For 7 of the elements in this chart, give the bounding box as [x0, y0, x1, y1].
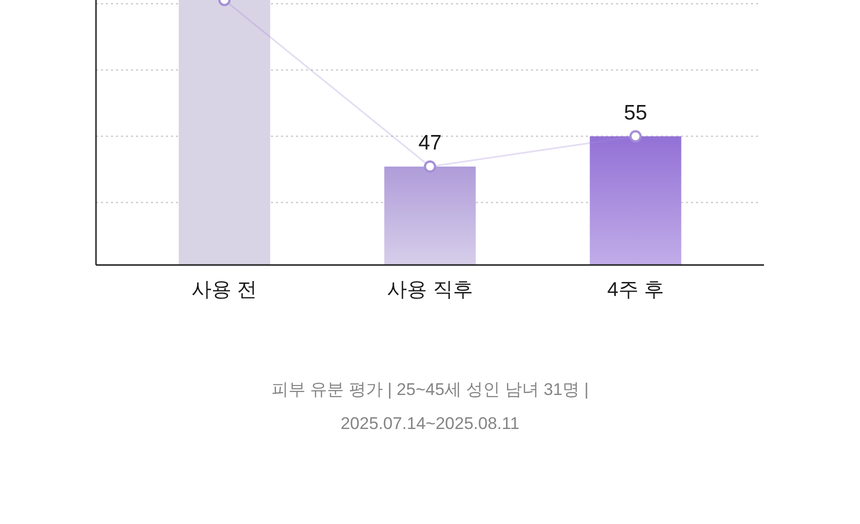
text: 2025.07.14~2025.08.11 — [340, 414, 520, 433]
text: 피부 유분 평가 | 25~45세 성인 남녀 31명 | — [271, 380, 589, 399]
data-label: 55 — [624, 101, 648, 124]
x-tick-label: 사용 전 — [192, 279, 258, 302]
x-tick-label: 사용 직후 — [387, 279, 473, 302]
x-tick-label: 4주 후 — [607, 279, 664, 302]
data-label: 47 — [418, 132, 442, 155]
